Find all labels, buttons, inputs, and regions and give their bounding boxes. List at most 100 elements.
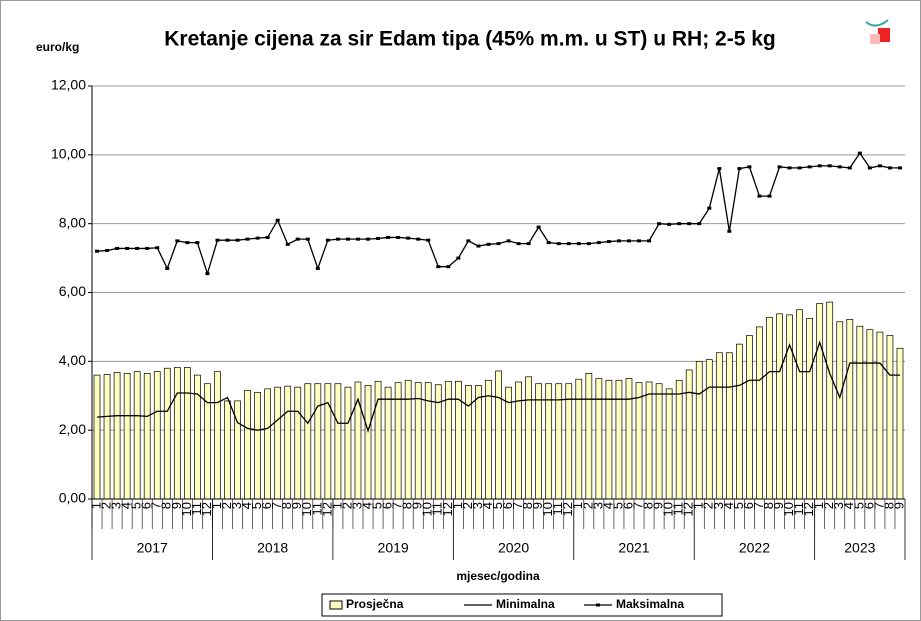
x-tick-label: 1 (329, 502, 344, 509)
marker (857, 151, 862, 155)
x-tick-label: 3 (109, 502, 124, 509)
x-tick-label: 2 (98, 502, 113, 509)
x-tick-label: 7 (510, 502, 525, 509)
marker (536, 225, 541, 229)
marker (165, 266, 170, 270)
marker (596, 241, 601, 245)
x-tick-label: 8 (279, 502, 294, 509)
bar (645, 381, 653, 500)
x-tick-label: 7 (149, 502, 164, 509)
x-tick-label: 1 (811, 502, 826, 509)
bar (324, 383, 332, 500)
x-tick-label: 4 (721, 502, 736, 509)
x-tick-label: 5 (129, 502, 144, 509)
marker (115, 246, 120, 250)
bar (655, 383, 663, 500)
x-tick-label: 6 (620, 502, 635, 509)
bar (294, 386, 302, 500)
bar (766, 316, 773, 500)
bar (224, 400, 231, 500)
bar (535, 383, 543, 500)
marker (456, 256, 461, 260)
marker (687, 222, 692, 226)
bar (675, 379, 683, 500)
marker (426, 238, 431, 242)
marker (305, 237, 310, 241)
x-tick-label: 3 (590, 502, 605, 509)
marker (155, 246, 160, 250)
marker (496, 242, 501, 246)
x-tick-label: 2 (821, 502, 836, 509)
marker (376, 236, 381, 240)
marker (506, 239, 511, 243)
marker (586, 242, 591, 246)
x-tick-label: 4 (119, 502, 134, 509)
y-tick-label: 10,00 (51, 146, 86, 162)
y-tick-label: 0,00 (59, 490, 86, 506)
x-tick-label: 5 (369, 502, 384, 509)
bar (133, 371, 141, 500)
bar (103, 374, 111, 500)
bar (264, 388, 272, 500)
x-tick-label: 1 (450, 502, 465, 509)
bar (254, 391, 261, 500)
bar (796, 309, 803, 500)
marker (235, 238, 240, 242)
bar (846, 318, 854, 500)
bar (414, 382, 422, 500)
x-tick-label: 9 (530, 502, 545, 509)
marker (105, 249, 110, 253)
bar (816, 303, 824, 500)
bar (555, 383, 563, 500)
marker (546, 241, 551, 245)
x-tick-label: 6 (500, 502, 515, 509)
bar (113, 371, 121, 500)
x-axis-label: mjesec/godina (456, 569, 540, 583)
x-tick-label: 1 (691, 502, 706, 509)
marker (717, 167, 722, 171)
group-label: 2020 (498, 540, 529, 556)
line (96, 340, 900, 434)
bar (836, 321, 844, 500)
x-tick-label: 2 (701, 502, 716, 509)
marker (727, 229, 732, 233)
x-tick-label: 2 (580, 502, 595, 509)
x-tick-label: 3 (470, 502, 485, 509)
group-label: 2019 (378, 540, 409, 556)
marker (406, 236, 411, 240)
x-tick-label: 1 (570, 502, 585, 509)
x-tick-label: 2 (219, 502, 234, 509)
marker (446, 265, 451, 269)
bar (495, 370, 502, 500)
marker (787, 166, 792, 170)
bar (585, 373, 593, 500)
marker (195, 241, 200, 245)
marker (466, 239, 471, 243)
bar (143, 373, 151, 500)
marker (737, 167, 742, 171)
x-tick-label: 8 (400, 502, 415, 509)
bar (304, 383, 312, 500)
x-tick-label: 9 (169, 502, 184, 509)
bar (635, 382, 643, 500)
marker (355, 237, 360, 241)
marker (626, 239, 631, 243)
x-tick-label: 9 (891, 502, 906, 509)
x-tick-label: 6 (139, 502, 154, 509)
bar (806, 317, 814, 500)
marker (325, 238, 330, 242)
x-tick-label: 6 (861, 502, 876, 509)
x-tick-label: 6 (259, 502, 274, 509)
bar (896, 347, 904, 500)
bar (163, 367, 171, 500)
marker (285, 242, 290, 246)
x-tick-label: 9 (771, 502, 786, 509)
marker (616, 239, 621, 243)
y-tick-label: 2,00 (59, 421, 86, 437)
bar (746, 335, 753, 500)
bar (384, 386, 392, 500)
bar (715, 352, 723, 500)
x-tick-label: 2 (460, 502, 475, 509)
y-tick-label: 8,00 (59, 214, 86, 230)
legend-marker (596, 603, 600, 607)
